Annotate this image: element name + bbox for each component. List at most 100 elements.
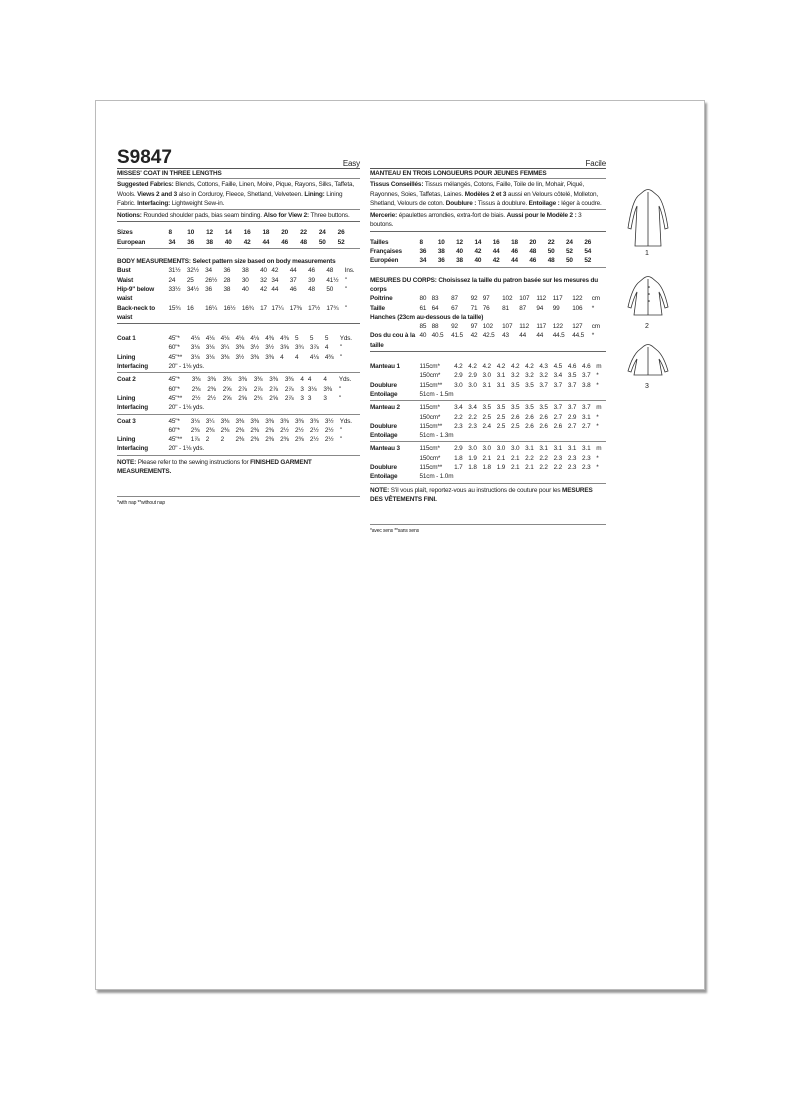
row-label: Doublure	[370, 422, 397, 430]
cell-value: 3.5	[567, 372, 577, 380]
cell-value: 3.7	[582, 404, 591, 412]
cell-value: 2.5	[496, 422, 506, 430]
cell-value: 2⅝	[269, 394, 278, 402]
row-label: Coat 2	[117, 376, 136, 384]
cell-value: 97	[482, 295, 490, 303]
cell-value: 4.5	[553, 363, 563, 371]
table-row: Manteau 1 115cm* 4.2 4.2 4.2 4.2 4.2 4.2 4.3 4.5 4…	[370, 362, 606, 371]
finished-measurements-note: NOTE: Please refer to the sewing instruc…	[117, 456, 360, 477]
measurement-table: Coat 1 45"* 4⅛ 4⅛ 4⅛ 4⅛ 4⅛ 4⅜ 4⅜ 5 5 5 Yds. 60"* 3⅛ 3⅛ 3…	[117, 334, 360, 371]
cell-value: 4.2	[496, 363, 506, 371]
cell-value: 2.1	[482, 454, 492, 462]
cell-value: 2.2	[468, 413, 477, 421]
cell-value: 50	[326, 285, 334, 293]
cell-value: 2.5	[510, 422, 520, 430]
cell-value: 64	[431, 304, 439, 312]
row-value: 20" - 1⅛ yds.	[168, 404, 205, 412]
cell-value: 60"*	[168, 344, 180, 352]
cell-value: 3.0	[468, 381, 477, 389]
cell-value: 52	[584, 257, 592, 265]
cell-value: 85	[419, 323, 427, 331]
cell-value: 2⅜	[235, 426, 245, 434]
row-label: Coat 1	[117, 335, 136, 343]
cell-value: "	[344, 276, 347, 284]
cell-value: 40.5	[431, 332, 444, 340]
cell-value: 2.3	[468, 422, 477, 430]
cell-value: 3⅜	[253, 376, 263, 384]
cell-value: 3	[300, 394, 304, 402]
header: S9847 Easy	[117, 148, 360, 169]
row-label	[370, 413, 420, 422]
cell-value: 117	[536, 323, 547, 331]
row-label: Françaises	[370, 248, 402, 256]
row-label: Manteau 3	[370, 445, 400, 453]
cell-value: 115cm*	[419, 363, 440, 371]
suggested-fabrics: Tissus Conseillés: Tissus mélangés, Coto…	[370, 179, 606, 211]
row-label: Dos du cou à la taille	[370, 332, 415, 349]
cell-value: 14	[474, 238, 482, 246]
table-row: Interfacing 20" - 1⅛ yds.	[117, 362, 360, 371]
row-value: 51cm - 1.0m	[419, 473, 454, 481]
cell-value: 32	[260, 276, 267, 284]
cell-value: 30	[241, 276, 249, 284]
row-label: Interfacing	[117, 404, 149, 412]
table-row: 150cm* 2.2 2.2 2.5 2.5 2.6 2.6 2.6 2.7 2.9 3.1 *	[370, 413, 606, 422]
cell-value: 2.1	[510, 454, 520, 462]
cell-value: 1⅞	[190, 436, 200, 444]
cell-value: 3⅜	[207, 376, 216, 384]
cell-value: 2⅜	[295, 436, 304, 444]
row-label: Entoilage	[370, 432, 398, 440]
cell-value: 2.9	[454, 445, 463, 453]
table-row: 60"* 2⅜ 2⅜ 2⅝ 2⅞ 2⅞ 2⅞ 2⅞ 3 3⅛ 3⅜ "	[117, 385, 360, 394]
cell-value: 3¾	[295, 344, 304, 352]
cell-value: 44.5	[572, 332, 585, 340]
cell-value: 52	[337, 238, 345, 246]
cell-value: *	[596, 372, 599, 380]
cell-value: 2.6	[525, 422, 534, 430]
lining-label: Doublure :	[445, 199, 477, 207]
cell-value: 16	[186, 304, 194, 312]
cell-value: 3.2	[510, 372, 520, 380]
yardage-section: Manteau 3 115cm* 2.9 3.0 3.0 3.0 3.0 3.1 3.1 3.1 3…	[370, 442, 606, 484]
cell-value: 3.7	[567, 404, 577, 412]
cell-value: 81	[502, 304, 509, 312]
view2-label: Aussi pour le Modèle 2 :	[506, 212, 577, 220]
table-row: Hip-9" below waist 33½ 34½ 36 38 40 42 44 46 48 50…	[117, 285, 360, 304]
row-label	[370, 322, 420, 331]
cell-value: 2⅜	[207, 385, 216, 393]
cell-value: 2⅜	[250, 426, 259, 434]
cell-value: 2¾	[253, 394, 263, 402]
pattern-title: MISSES' COAT IN THREE LENGTHS	[117, 169, 360, 180]
cell-value: 32½	[186, 267, 199, 275]
cell-value: 61	[419, 304, 427, 312]
cell-value: 4⅜	[324, 353, 334, 361]
cell-value: "	[339, 426, 342, 434]
notions-label: Notions:	[117, 212, 142, 220]
cell-value: 3.7	[567, 381, 577, 389]
table-row: Hanches (23cm au-dessous de la taille)	[370, 313, 606, 322]
note-text: S'il vous plaît, reportez-vous au instru…	[389, 486, 563, 494]
cell-value	[356, 238, 360, 247]
cell-value: 3.1	[567, 445, 577, 453]
cell-value: 38	[223, 285, 231, 293]
cell-value: "	[344, 304, 347, 312]
lining-label: Lining:	[304, 190, 325, 198]
view-number: 1	[645, 250, 649, 257]
cell-value: 40	[456, 248, 463, 256]
cell-value: 1.8	[468, 464, 477, 472]
cell-value: 26½	[205, 276, 218, 284]
cell-value	[603, 238, 606, 247]
cell-value: 3⅛	[190, 417, 200, 425]
cell-value: 106	[572, 304, 583, 312]
cell-value: 4	[307, 376, 312, 384]
cell-value: 41.5	[451, 332, 463, 340]
cell-value: 2.6	[539, 422, 548, 430]
cell-value: 42.5	[482, 332, 495, 340]
cell-value: 39	[308, 276, 315, 284]
cell-value: 38	[206, 238, 213, 246]
cell-value: 48	[308, 285, 315, 293]
cell-value: 1.9	[496, 464, 506, 472]
lining-text: Tissus à doublure.	[476, 199, 529, 207]
fabrics-label: Suggested Fabrics:	[117, 181, 174, 189]
cell-value: 40	[419, 332, 427, 340]
